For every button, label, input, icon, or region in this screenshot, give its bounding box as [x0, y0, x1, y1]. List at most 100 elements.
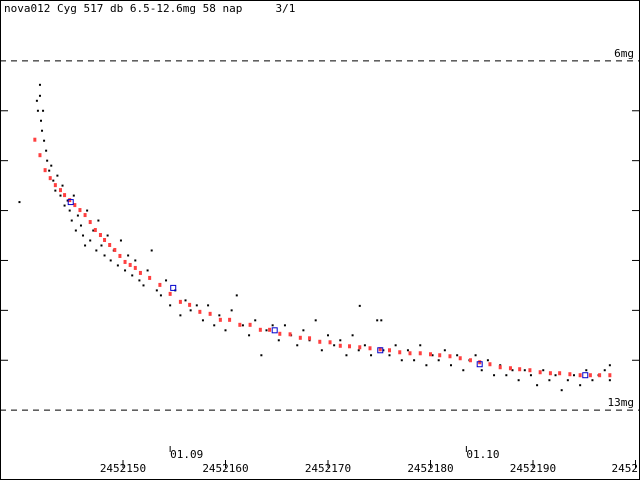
- mean-point: [548, 371, 552, 376]
- observation-point: [585, 369, 588, 372]
- mean-point: [468, 358, 472, 363]
- observation-point: [351, 334, 354, 337]
- mean-point: [428, 352, 432, 357]
- observation-point: [155, 289, 158, 292]
- mean-point: [123, 259, 127, 264]
- mean-point: [448, 354, 452, 359]
- observation-point: [41, 129, 44, 132]
- observation-point: [146, 269, 149, 272]
- x-tick-label: 2452190: [510, 462, 556, 475]
- mean-point: [198, 309, 202, 314]
- observation-point: [425, 364, 428, 367]
- observation-point: [43, 139, 46, 142]
- mean-point: [98, 233, 102, 238]
- observation-point: [127, 254, 130, 257]
- mean-point: [128, 262, 132, 267]
- mean-point: [208, 311, 212, 316]
- mean-point: [83, 213, 87, 218]
- mean-point: [508, 366, 512, 371]
- y-tick-label: 13mg: [608, 396, 635, 409]
- observation-point: [493, 374, 496, 377]
- mean-point: [178, 299, 182, 304]
- observation-point: [76, 214, 79, 217]
- observation-point: [109, 259, 112, 262]
- observation-point: [382, 349, 385, 352]
- observation-point: [241, 324, 244, 327]
- observation-point: [138, 279, 141, 282]
- observation-point: [150, 249, 153, 252]
- mean-point: [368, 346, 372, 351]
- observation-point: [48, 169, 51, 172]
- observation-point: [572, 374, 575, 377]
- mean-point: [68, 198, 72, 203]
- mean-point: [598, 373, 602, 378]
- mean-point: [108, 242, 112, 247]
- observation-point: [505, 374, 508, 377]
- mean-point: [73, 203, 77, 208]
- observation-point: [35, 99, 38, 102]
- observation-point: [431, 354, 434, 357]
- observation-point: [462, 369, 465, 372]
- observation-point: [591, 379, 594, 382]
- observation-point: [119, 239, 122, 242]
- mean-point: [248, 322, 252, 327]
- mean-point: [478, 360, 482, 365]
- date-label: 01.09: [170, 448, 203, 461]
- x-tick-label: 2452: [612, 462, 639, 475]
- observation-point: [235, 294, 238, 297]
- mean-point: [278, 331, 282, 336]
- observation-point: [370, 354, 373, 357]
- observation-point: [72, 194, 75, 197]
- mean-point: [318, 339, 322, 344]
- observation-point: [523, 369, 526, 372]
- mean-point: [48, 176, 52, 181]
- observation-point: [265, 329, 268, 332]
- observation-point: [184, 299, 187, 302]
- observation-point: [388, 354, 391, 357]
- mean-point: [238, 322, 242, 327]
- observation-point: [224, 329, 227, 332]
- observation-point: [511, 369, 514, 372]
- observation-point: [68, 209, 71, 212]
- observation-point: [554, 374, 557, 377]
- observation-point: [579, 384, 582, 387]
- observation-point: [84, 244, 87, 247]
- observation-point: [542, 369, 545, 372]
- observation-point: [474, 354, 477, 357]
- observation-point: [283, 324, 286, 327]
- observation-point: [159, 294, 162, 297]
- observation-point: [92, 229, 95, 232]
- mean-point: [408, 351, 412, 356]
- mean-point: [568, 372, 572, 377]
- x-tick-label: 2452160: [202, 462, 248, 475]
- mean-point: [488, 362, 492, 367]
- observation-point: [165, 279, 168, 282]
- marker-square: [67, 199, 74, 206]
- mean-point: [438, 353, 442, 358]
- observation-point: [566, 379, 569, 382]
- observation-point: [74, 229, 77, 232]
- mean-point: [498, 365, 502, 370]
- x-tick-label: 2452180: [407, 462, 453, 475]
- observation-point: [608, 379, 611, 382]
- observation-point: [271, 324, 274, 327]
- observation-point: [42, 109, 45, 112]
- observation-point: [296, 344, 299, 347]
- observation-point: [394, 344, 397, 347]
- observation-point: [548, 379, 551, 382]
- observation-point: [70, 219, 73, 222]
- y-tick-label: 6mg: [614, 47, 634, 60]
- mean-point: [258, 327, 262, 332]
- marker-square: [582, 372, 589, 379]
- observation-point: [50, 164, 53, 167]
- mean-point: [58, 188, 62, 193]
- observation-point: [95, 249, 98, 252]
- mean-point: [158, 282, 162, 287]
- mean-point: [133, 265, 137, 270]
- observation-point: [603, 369, 606, 372]
- mean-point: [63, 193, 67, 198]
- observation-point: [195, 304, 198, 307]
- observation-point: [333, 344, 336, 347]
